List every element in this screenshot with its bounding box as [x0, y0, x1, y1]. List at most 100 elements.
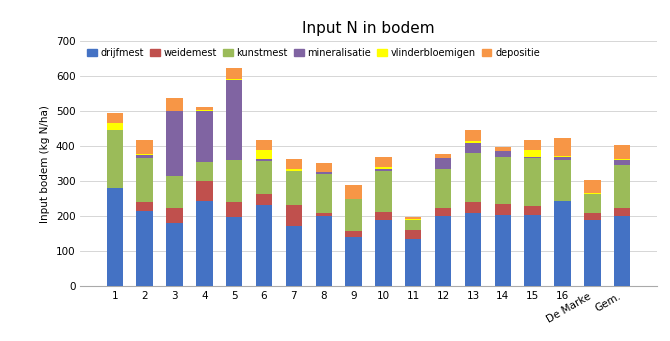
Bar — [375, 157, 392, 167]
Bar — [494, 147, 511, 151]
Bar — [525, 157, 541, 159]
Bar — [405, 239, 421, 286]
Bar — [345, 186, 362, 199]
Bar — [554, 156, 571, 157]
Bar — [435, 158, 452, 159]
Bar — [285, 226, 302, 286]
Bar — [435, 216, 452, 286]
Bar — [196, 111, 212, 162]
Bar — [465, 143, 481, 153]
Bar — [316, 173, 332, 174]
Bar — [554, 160, 571, 201]
Bar — [285, 169, 302, 171]
Bar — [465, 202, 481, 213]
Bar — [226, 202, 243, 217]
Bar — [285, 205, 302, 226]
Bar — [196, 162, 212, 181]
Bar — [375, 220, 392, 286]
Bar — [256, 161, 272, 194]
Bar — [166, 223, 183, 286]
Bar — [375, 171, 392, 212]
Bar — [196, 107, 212, 110]
Bar — [345, 199, 362, 231]
Bar — [345, 237, 362, 286]
Bar — [584, 194, 600, 213]
Bar — [256, 150, 272, 159]
Bar — [137, 155, 153, 159]
Bar — [345, 231, 362, 237]
Bar — [285, 159, 302, 169]
Bar — [226, 79, 243, 160]
Bar — [166, 99, 183, 111]
Bar — [375, 167, 392, 169]
Bar — [316, 213, 332, 216]
Bar — [435, 154, 452, 158]
Bar — [256, 140, 272, 150]
Bar — [435, 208, 452, 216]
Bar — [584, 213, 600, 220]
Bar — [375, 212, 392, 220]
Legend: drijfmest, weidemest, kunstmest, mineralisatie, vlinderbloemigen, depositie: drijfmest, weidemest, kunstmest, mineral… — [85, 46, 542, 60]
Bar — [107, 113, 123, 123]
Bar — [494, 204, 511, 214]
Bar — [435, 169, 452, 208]
Bar — [525, 159, 541, 206]
Bar — [316, 172, 332, 173]
Bar — [137, 140, 153, 154]
Bar — [614, 165, 630, 208]
Bar — [196, 110, 212, 111]
Bar — [525, 214, 541, 286]
Bar — [405, 217, 421, 219]
Bar — [166, 176, 183, 208]
Bar — [196, 181, 212, 201]
Bar — [405, 220, 421, 230]
Bar — [525, 206, 541, 214]
Bar — [435, 159, 452, 169]
Y-axis label: Input bodem (kg N/ha): Input bodem (kg N/ha) — [40, 105, 50, 223]
Bar — [137, 202, 153, 211]
Bar — [196, 201, 212, 286]
Bar — [226, 68, 243, 79]
Bar — [554, 157, 571, 160]
Bar — [554, 138, 571, 156]
Bar — [226, 217, 243, 286]
Bar — [584, 220, 600, 286]
Bar — [465, 213, 481, 286]
Bar — [584, 193, 600, 194]
Bar — [405, 219, 421, 220]
Bar — [137, 211, 153, 286]
Bar — [614, 208, 630, 216]
Bar — [525, 150, 541, 157]
Bar — [614, 146, 630, 160]
Bar — [525, 140, 541, 150]
Bar — [494, 214, 511, 286]
Bar — [137, 154, 153, 155]
Bar — [316, 163, 332, 172]
Bar — [316, 174, 332, 213]
Bar — [554, 201, 571, 286]
Bar — [584, 180, 600, 193]
Bar — [107, 188, 123, 286]
Bar — [465, 153, 481, 202]
Bar — [256, 205, 272, 286]
Bar — [316, 216, 332, 286]
Bar — [285, 171, 302, 205]
Bar — [166, 111, 183, 112]
Bar — [256, 159, 272, 161]
Bar — [494, 157, 511, 204]
Bar — [465, 130, 481, 141]
Bar — [226, 160, 243, 202]
Title: Input N in bodem: Input N in bodem — [302, 20, 435, 35]
Bar — [107, 123, 123, 130]
Bar — [256, 194, 272, 205]
Bar — [405, 230, 421, 239]
Bar — [166, 112, 183, 176]
Bar — [107, 130, 123, 188]
Bar — [465, 141, 481, 143]
Bar — [375, 169, 392, 171]
Bar — [494, 151, 511, 157]
Bar — [137, 159, 153, 202]
Bar — [614, 216, 630, 286]
Bar — [166, 208, 183, 223]
Bar — [614, 160, 630, 165]
